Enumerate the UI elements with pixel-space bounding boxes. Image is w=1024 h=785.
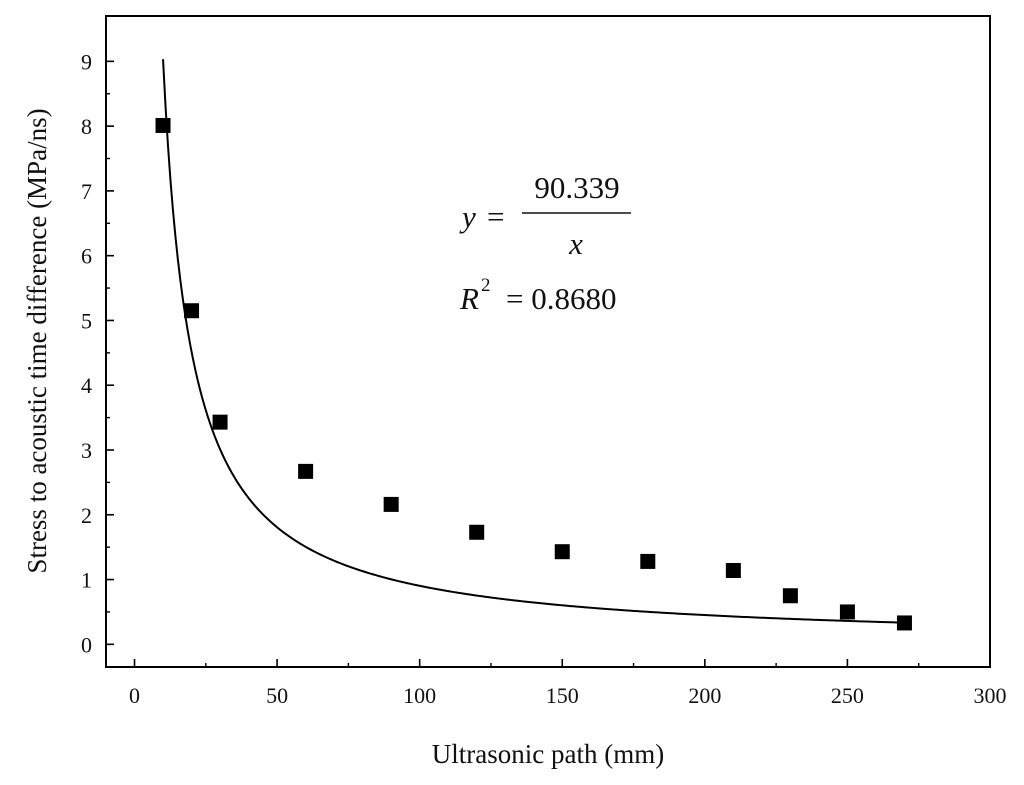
y-tick-label: 6 (81, 244, 92, 269)
fit-equation: y = 90.339 x R 2 = 0.8680 (459, 170, 631, 316)
data-point (725, 562, 741, 578)
y-tick-label: 1 (81, 568, 92, 593)
data-point (554, 544, 570, 560)
y-axis-label: Stress to acoustic time difference (MPa/… (22, 108, 52, 573)
y-tick-label: 4 (81, 373, 92, 398)
data-point (839, 604, 855, 620)
data-point (640, 553, 656, 569)
equation-y-var: y (459, 199, 476, 234)
data-point (298, 463, 314, 479)
x-tick-label: 150 (546, 683, 579, 708)
x-tick-label: 250 (831, 683, 864, 708)
y-tick-label: 3 (81, 438, 92, 463)
data-point (782, 588, 798, 604)
x-tick-label: 100 (403, 683, 436, 708)
equation-denominator: x (568, 226, 583, 261)
data-points (155, 117, 912, 631)
y-tick-label: 7 (81, 179, 92, 204)
equation-equals: = (487, 199, 504, 234)
fit-curve (162, 59, 905, 624)
y-tick-label: 9 (81, 49, 92, 74)
equation-numerator: 90.339 (534, 170, 619, 205)
x-axis-label: Ultrasonic path (mm) (432, 739, 664, 769)
r2-label: R (459, 281, 479, 316)
data-point (155, 117, 171, 133)
y-tick-label: 2 (81, 503, 92, 528)
x-tick-label: 50 (266, 683, 288, 708)
x-tick-label: 200 (688, 683, 721, 708)
x-tick-label: 300 (974, 683, 1007, 708)
plot-frame (105, 15, 991, 668)
y-tick-label: 8 (81, 114, 92, 139)
data-point (184, 303, 200, 319)
data-point (383, 496, 399, 512)
y-tick-label: 5 (81, 308, 92, 333)
x-tick-label: 0 (129, 683, 140, 708)
data-point (896, 615, 912, 631)
r2-value: = 0.8680 (506, 281, 616, 316)
data-point (469, 524, 485, 540)
y-axis-ticks: 0 1 2 3 4 5 6 7 8 9 (81, 49, 114, 657)
data-point (212, 414, 228, 430)
y-tick-label: 0 (81, 632, 92, 657)
r2-superscript: 2 (481, 275, 491, 296)
x-axis-ticks: 0 50 100 150 200 250 300 (129, 659, 1007, 708)
